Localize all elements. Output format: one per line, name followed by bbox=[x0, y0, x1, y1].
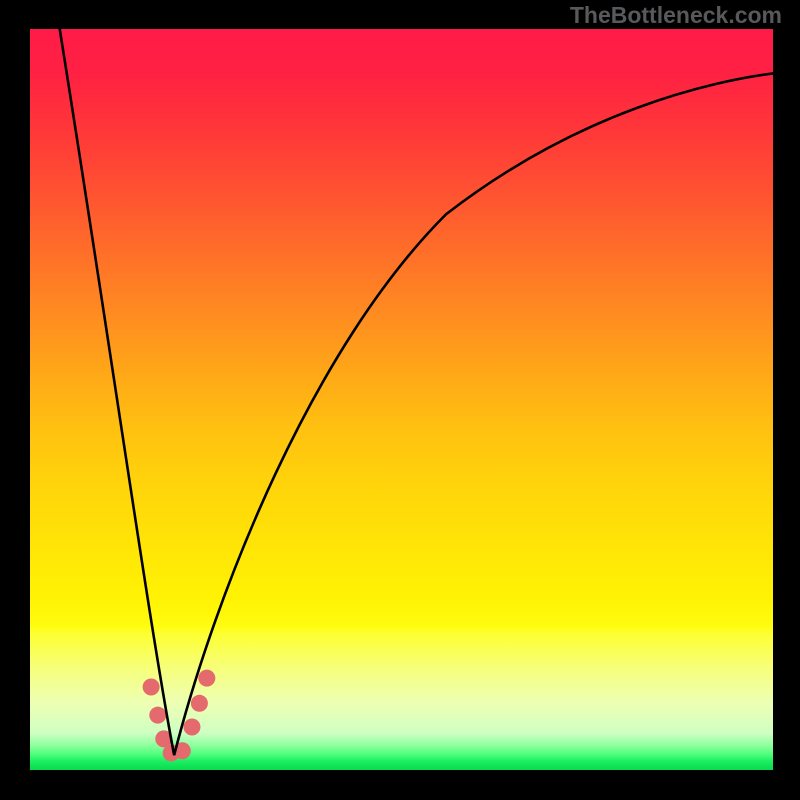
border-left bbox=[0, 0, 30, 800]
border-bottom bbox=[0, 770, 800, 800]
watermark-text: TheBottleneck.com bbox=[570, 2, 782, 29]
bottleneck-curve bbox=[60, 29, 773, 755]
data-marker bbox=[183, 719, 200, 736]
data-marker bbox=[198, 670, 215, 687]
marker-group bbox=[143, 670, 216, 762]
plot-area bbox=[30, 29, 773, 770]
data-marker bbox=[149, 707, 166, 724]
data-marker bbox=[143, 679, 160, 696]
chart-svg bbox=[30, 29, 773, 770]
border-right bbox=[773, 0, 800, 800]
data-marker bbox=[191, 695, 208, 712]
